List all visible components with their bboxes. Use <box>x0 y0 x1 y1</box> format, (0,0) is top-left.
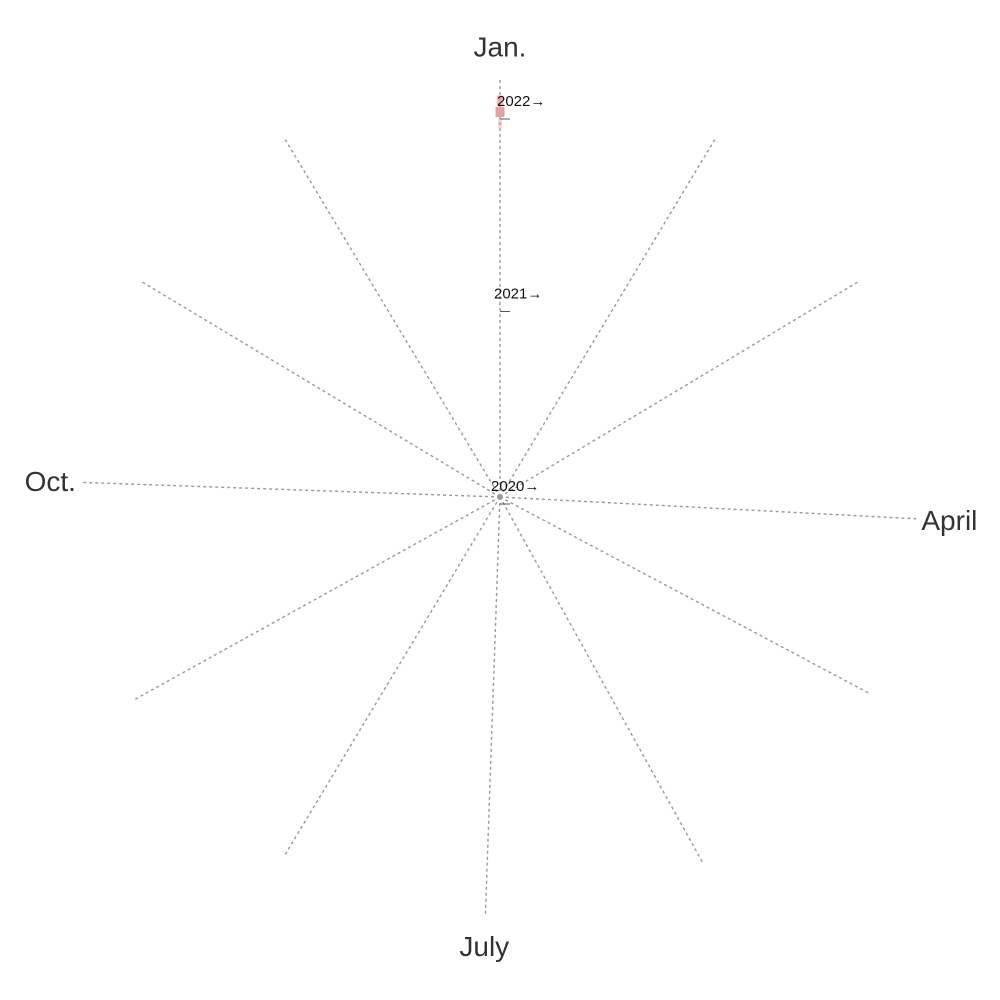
spiral-mark-3 <box>495 107 505 117</box>
year-label-2: 2022→ <box>497 93 545 110</box>
spoke-3 <box>499 496 918 520</box>
spiral-mark-1 <box>499 299 501 310</box>
center-point <box>497 494 503 500</box>
spoke-10 <box>141 281 501 498</box>
spokes-group <box>82 79 918 915</box>
month-label-3: Oct. <box>25 466 76 497</box>
spiral-mark-0 <box>499 492 501 502</box>
spoke-9 <box>82 481 501 498</box>
spoke-2 <box>499 281 859 498</box>
year-labels-group: 2020→ 2021→ 2022→ <box>491 93 545 505</box>
month-labels-group: Jan. April July Oct. <box>25 32 978 963</box>
spoke-6 <box>484 496 501 915</box>
month-label-2: July <box>459 931 509 962</box>
spoke-8 <box>134 496 501 701</box>
spoke-5 <box>499 496 704 863</box>
year-label-0: 2020→ <box>491 478 539 495</box>
data-marks-group <box>495 95 505 502</box>
spiral-mark-4 <box>496 95 504 106</box>
spoke-11 <box>284 138 501 498</box>
year-label-1: 2021→ <box>494 286 542 303</box>
spoke-7 <box>284 496 501 856</box>
spoke-1 <box>499 138 716 498</box>
month-label-1: April <box>921 505 977 536</box>
spoke-4 <box>499 496 870 694</box>
spiral-mark-2 <box>497 118 503 129</box>
month-label-0: Jan. <box>474 32 527 63</box>
